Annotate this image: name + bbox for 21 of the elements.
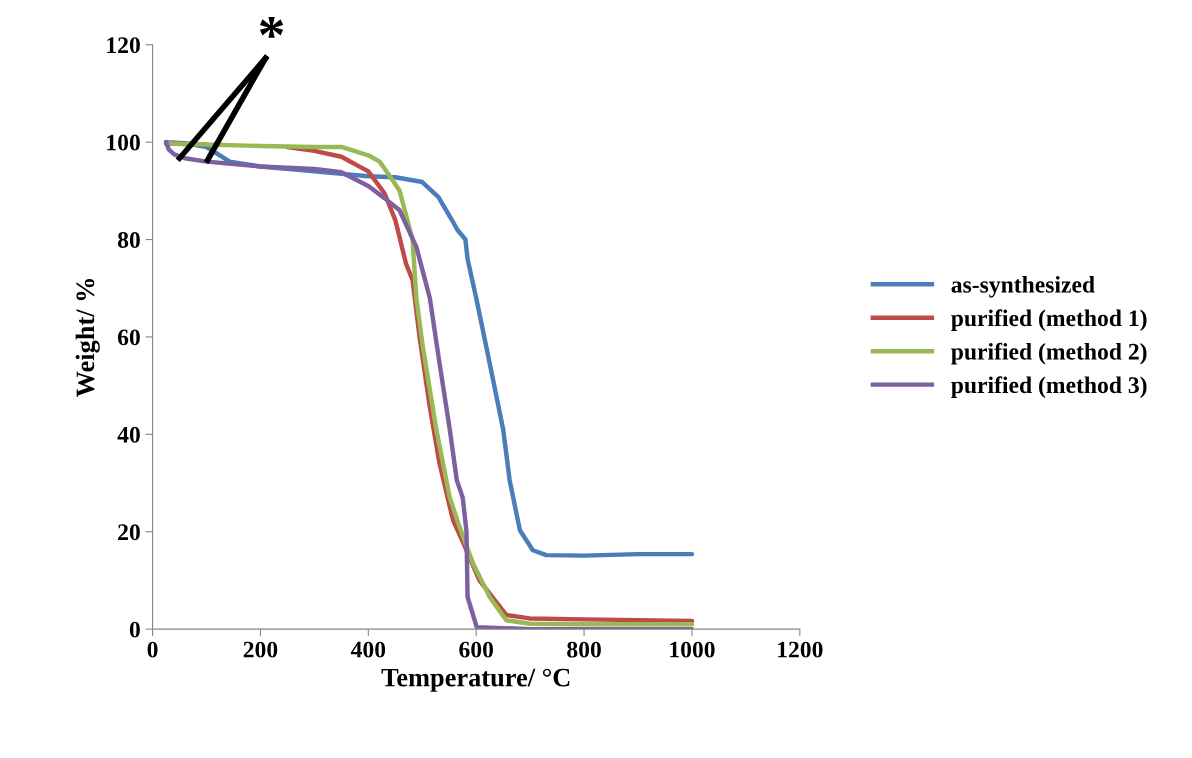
x-tick-label: 1000 — [670, 641, 715, 658]
x-tick-label: 600 — [459, 641, 494, 658]
x-tick-label: 400 — [350, 641, 386, 658]
y-tick-label: 40 — [117, 426, 140, 443]
legend-label: as-synthesized — [951, 276, 1095, 298]
y-tick-label: 120 — [107, 37, 140, 54]
legend-label: purified (method 1) — [951, 309, 1147, 332]
annotation: * — [259, 16, 284, 38]
y-tick-label: 100 — [107, 134, 140, 151]
y-tick-label: 20 — [118, 524, 140, 541]
x-tick-label: 0 — [147, 641, 158, 658]
y-tick-label: 80 — [117, 232, 140, 248]
x-tick-label: 1200 — [778, 641, 823, 658]
x-tick-label: 200 — [243, 641, 278, 658]
legend-label: purified (method 3) — [951, 376, 1147, 398]
y-tick-label: 0 — [129, 621, 140, 638]
y-axis-title: Weight/ % — [75, 278, 100, 398]
legend-label: purified (method 2) — [951, 342, 1147, 365]
x-tick-label: 800 — [567, 641, 601, 658]
x-axis-title: Temperature/ °C — [381, 668, 570, 692]
y-tick-label: 60 — [117, 329, 140, 346]
